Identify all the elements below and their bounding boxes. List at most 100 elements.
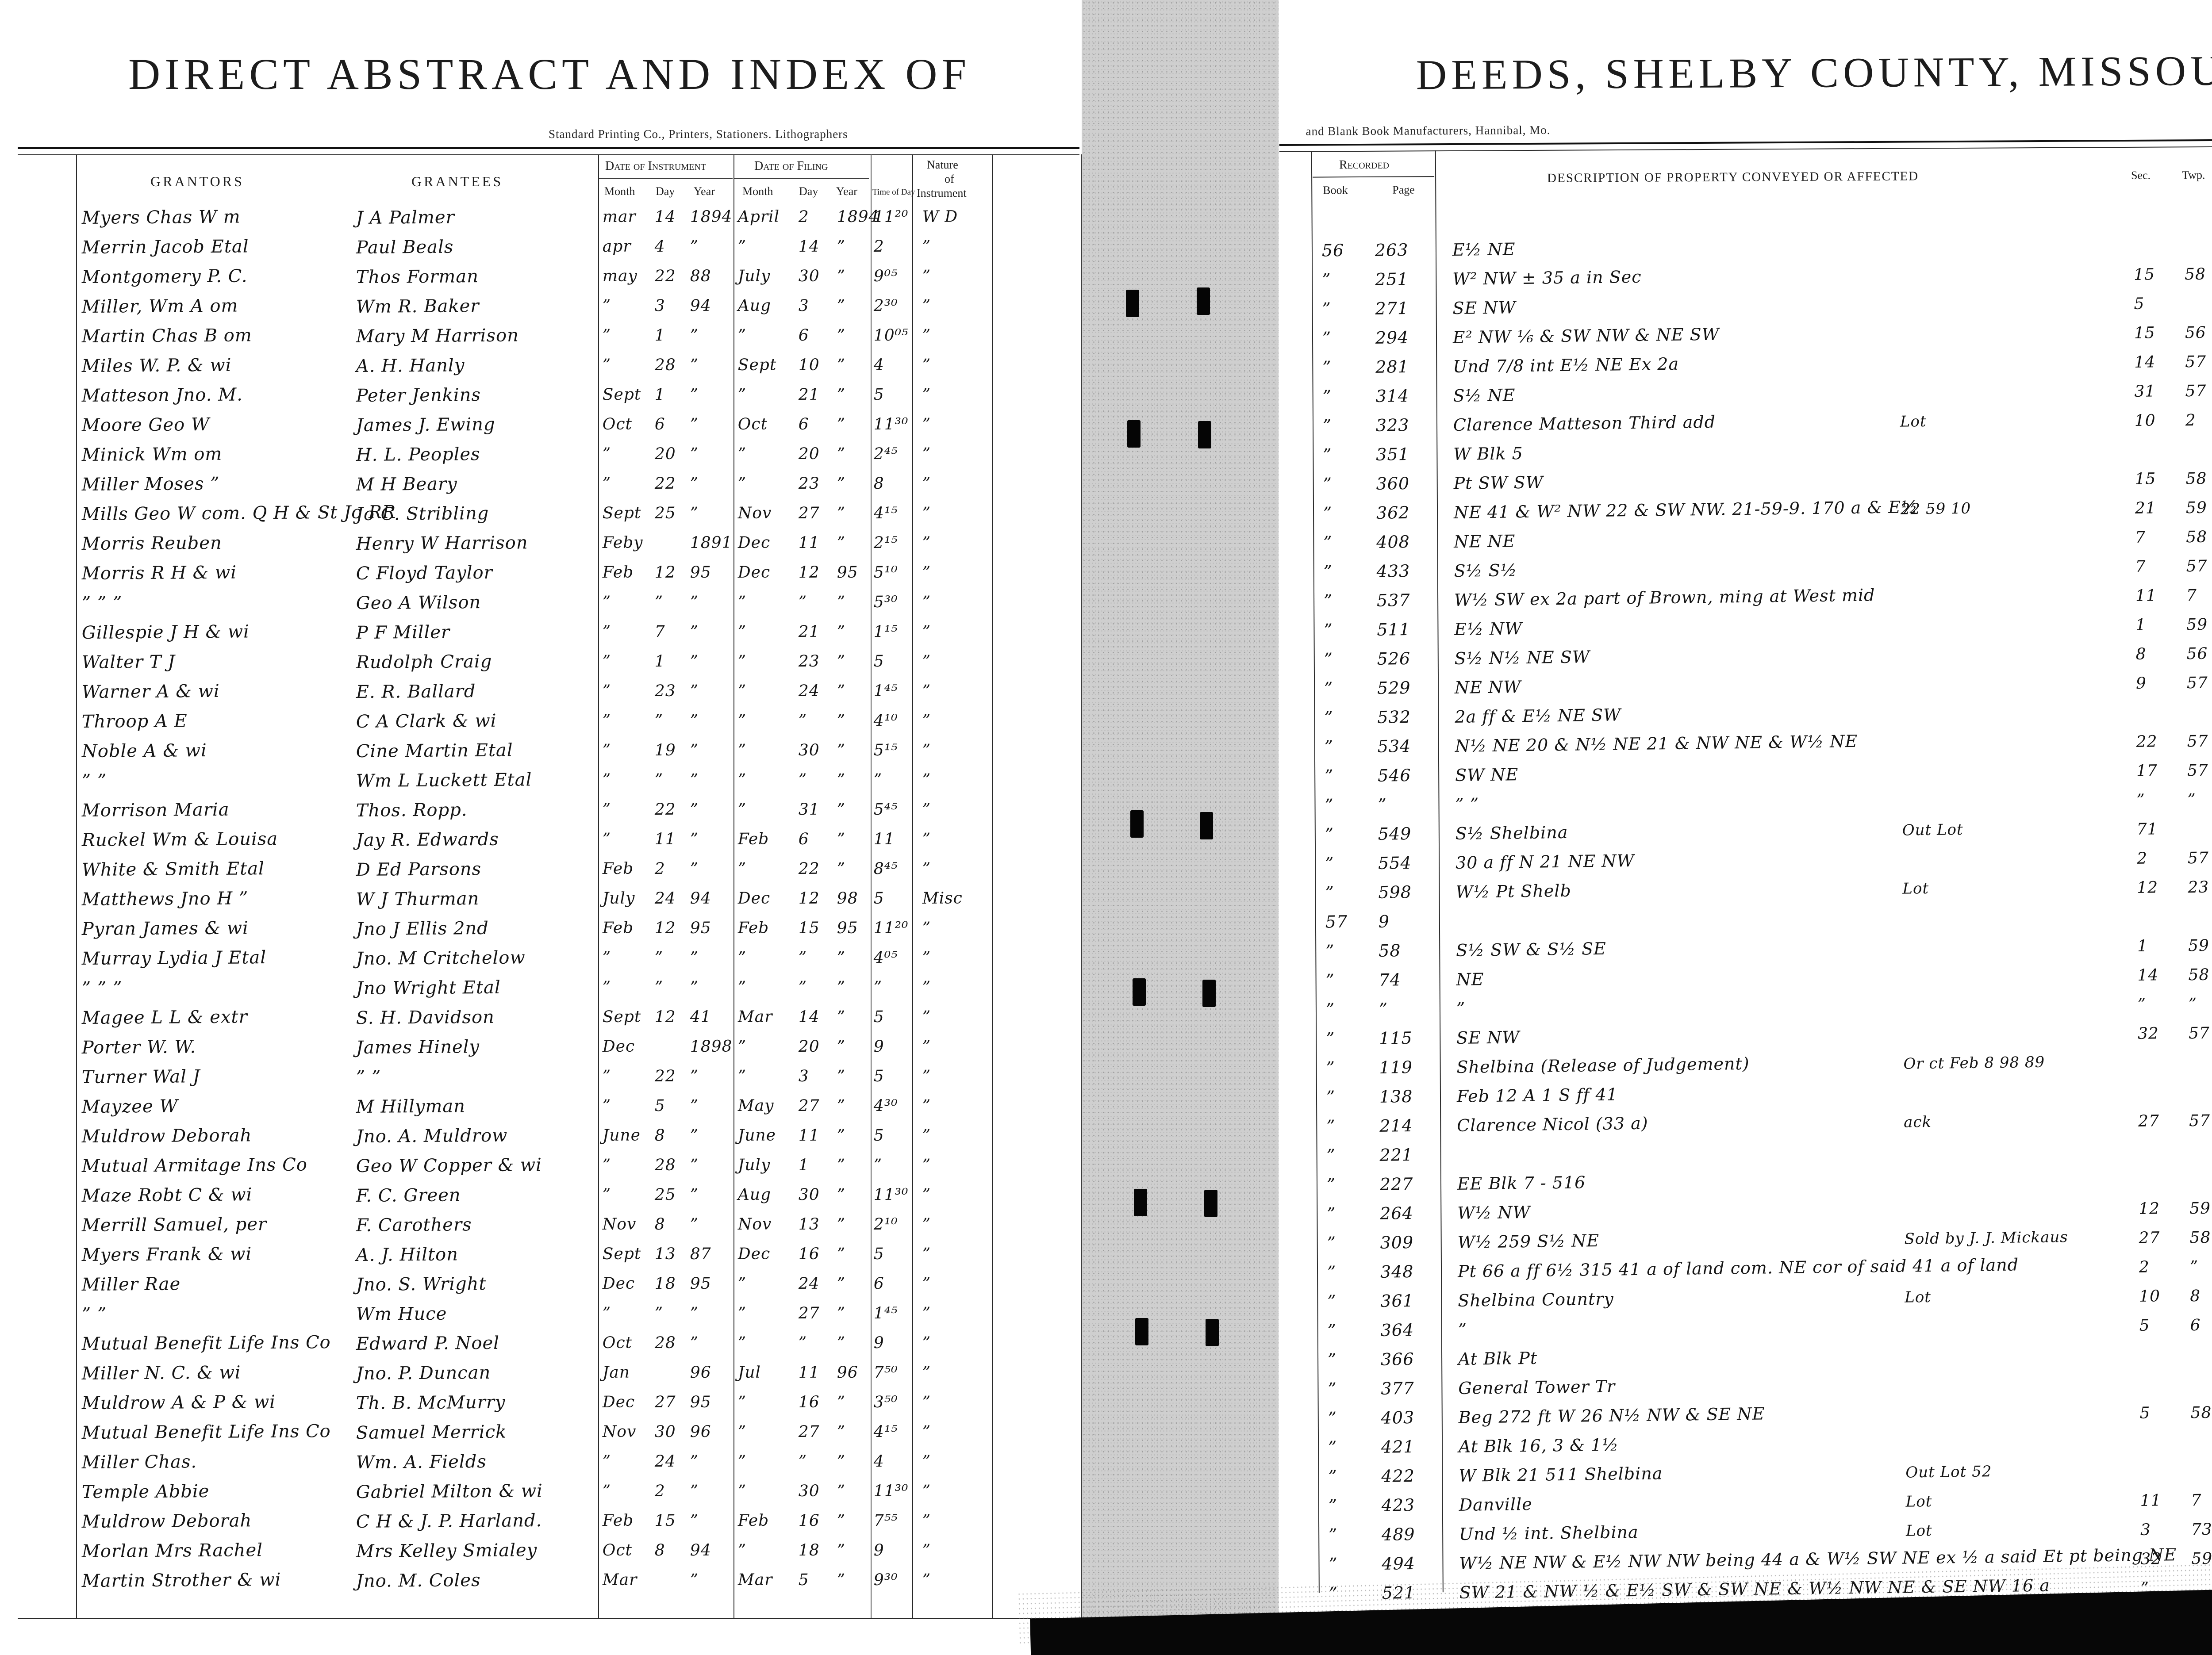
instrument-day-cell: ” [654, 711, 664, 730]
filing-day-cell: 20 [798, 444, 820, 463]
filing-month-cell: ” [737, 1541, 747, 1559]
book-cell: ” [1325, 1029, 1335, 1049]
sec-cell: 31 [2134, 382, 2156, 401]
table-row: Mutual Benefit Life Ins Co Edward P. Noel… [0, 1332, 1082, 1362]
sec-cell: 10 [2134, 411, 2156, 430]
book-cell: ” [1322, 357, 1332, 377]
filing-month-cell: Nov [737, 504, 772, 522]
time-of-day-cell: 5 [873, 889, 884, 908]
grantees-cell: Paul Beals [356, 237, 454, 258]
instrument-month-cell: ” [602, 1482, 611, 1500]
filing-year-cell: ” [837, 1008, 846, 1026]
margin-note-cell: Lot [1902, 879, 1929, 898]
filing-day-cell: 30 [798, 1482, 820, 1500]
page-cell: 549 [1378, 824, 1412, 844]
instrument-year-cell: ” [690, 504, 699, 522]
description-cell: Shelbina Country [1457, 1289, 1614, 1310]
page-cell: 138 [1379, 1086, 1413, 1107]
filing-year-cell: ” [837, 444, 846, 463]
filing-month-cell: ” [737, 711, 747, 730]
table-row: ” 422 W Blk 21 511 Shelbina Out Lot 52 [1286, 1461, 2212, 1495]
filing-day-cell: 6 [798, 830, 809, 848]
instrument-month-cell: may [602, 267, 637, 285]
filing-year-cell: ” [837, 1037, 846, 1056]
table-row: 56 263 E½ NE [1280, 235, 2212, 269]
instrument-month-cell: Dec [602, 1393, 635, 1411]
sec-cell: 5 [2134, 295, 2145, 313]
twp-cell: 57 [2185, 352, 2207, 372]
table-row: Merrin Jacob Etal Paul Beals apr 4 ” ” 14 ” 2 ” [0, 236, 1082, 266]
filing-month-cell: Nov [737, 1215, 772, 1234]
nature-cell: ” [922, 504, 931, 522]
grantees-cell: Peter Jenkins [356, 385, 481, 406]
grantees-cell: Jno. M. Coles [356, 1570, 481, 1591]
instrument-day-cell: 3 [654, 296, 665, 315]
table-row: Mayzee W M Hillyman ” 5 ” May 27 ” 4³⁰ ” [0, 1096, 1082, 1125]
book-cell: ” [1326, 1087, 1336, 1107]
table-row: Minick Wm om H. L. Peoples ” 20 ” ” 20 ” 2⁴⁵ ” [0, 444, 1082, 473]
sec-cell: 32 [2137, 1024, 2159, 1043]
margin-note-cell: Lot [1905, 1521, 1932, 1540]
sec-cell: 2 [2139, 1258, 2150, 1276]
book-cell: ” [1325, 795, 1334, 815]
filing-month-cell: Dec [737, 1245, 771, 1263]
filing-year-cell: ” [837, 504, 846, 522]
description-cell: General Tower Tr [1458, 1376, 1616, 1398]
description-cell: E½ NW [1454, 619, 1523, 639]
instrument-day-cell: 12 [654, 919, 676, 937]
table-row: ” 423 Danville Lot 11 7 [1286, 1490, 2212, 1525]
book-cell: ” [1326, 1204, 1336, 1224]
nature-cell: ” [922, 682, 931, 700]
time-of-day-cell: 9 [873, 1333, 884, 1352]
twp-cell: 59 [2186, 615, 2208, 634]
book-cell: ” [1321, 270, 1331, 290]
time-of-day-cell: 1¹⁵ [873, 622, 898, 641]
grantees-cell: James Hinely [356, 1037, 480, 1058]
grantors-cell: ” ” [81, 770, 107, 791]
table-row: ” 221 [1285, 1140, 2212, 1174]
table-row: Ruckel Wm & Louisa Jay R. Edwards ” 11 ” Feb 6… [0, 829, 1082, 858]
nature-cell: ” [922, 1096, 931, 1115]
nature-cell: ” [922, 1393, 931, 1411]
grantors-cell: Matteson Jno. M. [81, 384, 243, 406]
grantors-cell: Morris Reuben [81, 533, 222, 554]
grantees-cell: Wm Huce [356, 1303, 447, 1325]
instrument-month-cell: ” [602, 444, 611, 463]
instrument-year-cell: ” [690, 1452, 699, 1471]
time-of-day-cell: 4 [873, 1452, 884, 1471]
filing-year-cell: ” [837, 711, 846, 730]
description-cell: Und ½ int. Shelbina [1459, 1522, 1639, 1544]
table-row: Miller Chas. Wm. A. Fields ” 24 ” ” ” ” 4 ” [0, 1452, 1082, 1481]
sec-cell: 3 [2140, 1521, 2151, 1539]
page-cell: 227 [1379, 1174, 1413, 1194]
margin-note-cell: Lot [1905, 1492, 1932, 1511]
time-of-day-cell: 9⁰⁵ [873, 267, 898, 285]
page-cell: 9 [1378, 912, 1390, 931]
grantors-header: Grantors [150, 173, 244, 189]
page-cell: 489 [1381, 1524, 1415, 1544]
nature-cell: ” [922, 1037, 931, 1056]
instrument-month-cell: June [602, 1126, 641, 1145]
nature-cell: ” [922, 622, 931, 641]
grantors-cell: Gillespie J H & wi [81, 621, 250, 643]
filing-day-cell: 16 [798, 1393, 820, 1411]
table-row: Muldrow A & P & wi Th. B. McMurry Dec 27 95 ”… [0, 1392, 1082, 1421]
sec-cell: ” [2136, 791, 2146, 809]
nature-cell: ” [922, 474, 931, 493]
grantors-cell: Muldrow Deborah [81, 1510, 252, 1532]
instrument-month-cell: ” [602, 830, 611, 848]
table-row: Mills Geo W com. Q H & St Jo RR Jo C. Str… [0, 502, 1082, 533]
nature-cell: ” [922, 1333, 931, 1352]
book-cell: ” [1324, 678, 1333, 698]
page-cell: 119 [1379, 1057, 1413, 1077]
book-cell: ” [1328, 1437, 1337, 1457]
book-cell: ” [1327, 1350, 1337, 1370]
description-cell: E½ NE [1452, 239, 1516, 260]
grantees-cell: James J. Ewing [356, 414, 495, 436]
